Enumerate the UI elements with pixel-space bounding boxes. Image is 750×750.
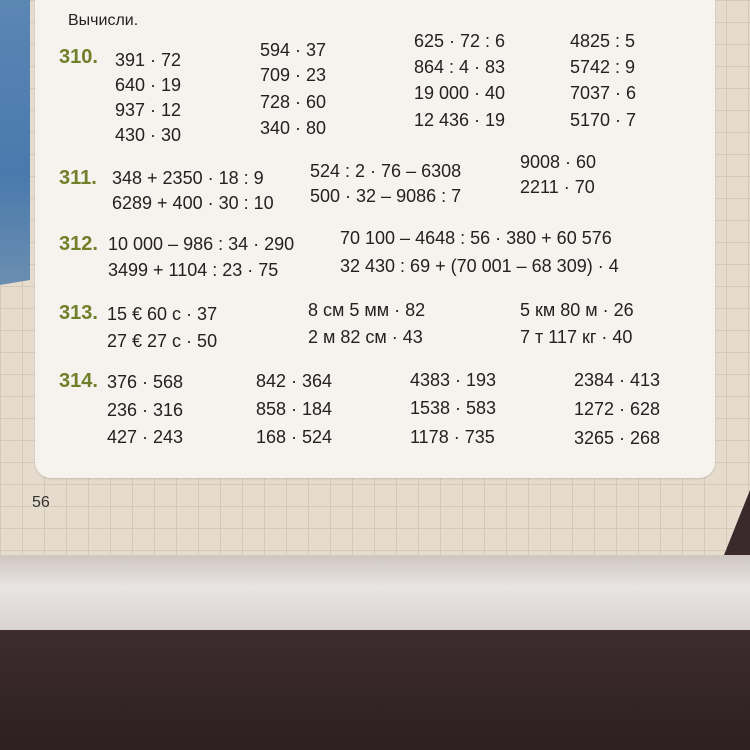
expression: 1272 · 628 — [574, 399, 661, 419]
expression: 524 : 2 · 76 – 6308 — [310, 161, 462, 181]
expression: 430 · 30 — [115, 125, 182, 145]
expression: 12 436 · 19 — [414, 110, 506, 130]
expression: 937 · 12 — [115, 100, 182, 120]
expression: 2384 · 413 — [574, 370, 661, 390]
expression: 4383 · 193 — [410, 370, 497, 390]
exercise-number: 313. — [59, 302, 98, 324]
expression: 19 000 · 40 — [414, 83, 506, 103]
expression: 15 € 60 с · 37 — [107, 304, 218, 324]
expression: 10 000 – 986 : 34 · 290 — [108, 234, 295, 254]
expression: 8 см 5 мм · 82 — [308, 300, 426, 320]
expression: 5742 : 9 — [570, 57, 636, 77]
expression: 1538 · 583 — [410, 398, 497, 418]
page-number: 56 — [32, 494, 50, 511]
expression: 728 · 60 — [260, 92, 327, 112]
expression: 1178 · 735 — [410, 427, 495, 447]
exercise-number: 312. — [59, 233, 98, 255]
expression: 348 + 2350 · 18 : 9 — [112, 168, 264, 188]
expression: 27 € 27 с · 50 — [107, 331, 218, 351]
expression: 640 · 19 — [115, 75, 182, 95]
expression: 864 : 4 · 83 — [414, 57, 506, 77]
exercise-number: 311. — [59, 167, 97, 189]
expression: 6289 + 400 · 30 : 10 — [112, 193, 274, 213]
expression: 625 · 72 : 6 — [414, 31, 506, 51]
expression: 842 · 364 — [256, 371, 333, 391]
table-surface — [0, 630, 750, 750]
expression: 391 · 72 — [115, 50, 182, 70]
expression: 427 · 243 — [107, 427, 184, 447]
expression: 709 · 23 — [260, 65, 327, 85]
expression: 500 · 32 – 9086 : 7 — [310, 186, 462, 206]
expression: 594 · 37 — [260, 40, 327, 60]
expression: 7037 · 6 — [570, 83, 637, 103]
expression: 236 · 316 — [107, 400, 184, 420]
exercise-number: 314. — [59, 370, 98, 392]
expression: 168 · 524 — [256, 427, 333, 447]
expression: 2211 · 70 — [520, 177, 595, 197]
expression: 5 км 80 м · 26 — [520, 300, 634, 320]
expression: 4825 : 5 — [570, 31, 636, 51]
exercise-panel: Вычисли. 310. 391 · 72 640 · 19 937 · 12 430… — [35, 0, 715, 478]
expression: 32 430 : 69 + (70 001 – 68 309) · 4 — [340, 256, 619, 276]
expression: 340 · 80 — [260, 118, 327, 138]
expression: 2 м 82 см · 43 — [308, 327, 423, 347]
instruction-heading: Вычисли. — [68, 12, 139, 29]
paper-sheet — [0, 555, 750, 635]
expression: 70 100 – 4648 : 56 · 380 + 60 576 — [340, 228, 612, 248]
exercise-number: 310. — [59, 46, 98, 68]
expression: 858 · 184 — [256, 399, 333, 419]
expression: 376 · 568 — [107, 372, 184, 392]
expression: 3499 + 1104 : 23 · 75 — [108, 260, 279, 280]
expression: 5170 · 7 — [570, 110, 637, 130]
expression: 7 т 117 кг · 40 — [520, 327, 633, 347]
expression: 3265 · 268 — [574, 428, 661, 448]
expression: 9008 · 60 — [520, 152, 597, 172]
